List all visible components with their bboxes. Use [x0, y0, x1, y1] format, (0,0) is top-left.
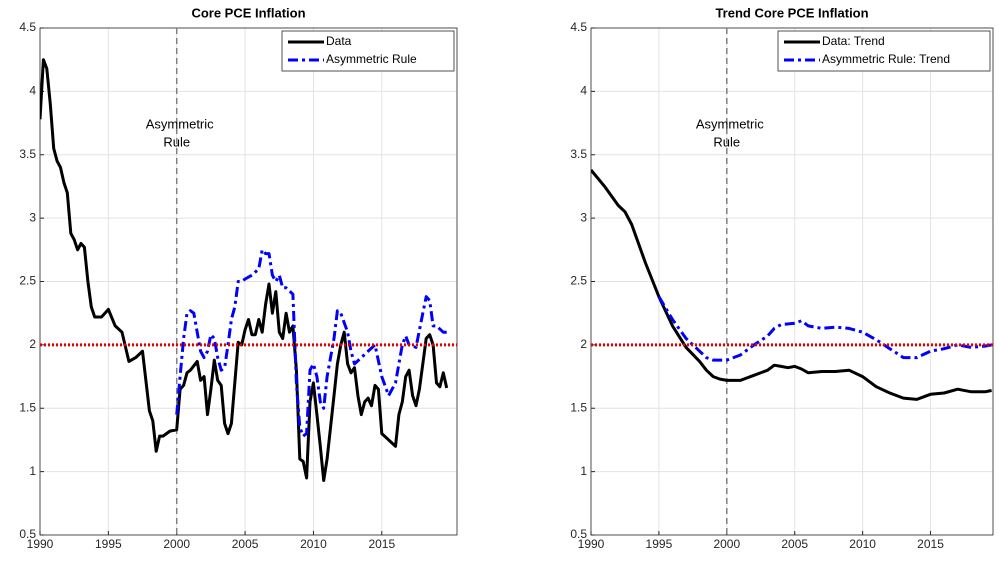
legend-box	[281, 30, 455, 72]
axes-frame	[590, 27, 994, 536]
chart-title: Core PCE Inflation	[191, 5, 305, 20]
legend-box	[777, 30, 991, 72]
x-tick-label: 2015	[368, 537, 395, 551]
annotation: Asymmetric	[146, 116, 214, 131]
series-line	[657, 295, 992, 362]
chart: 0.5 1 1.5 2 2.5 3 3.5 4 4.5 1990 1995 2000 2005 2010 2…	[19, 5, 458, 551]
legend: Data: Trend Asymmetric Rule: Trend	[777, 30, 991, 72]
y-tick-label: 1.5	[19, 400, 36, 414]
y-tick-label: 2.5	[570, 274, 587, 288]
legend: Data Asymmetric Rule	[281, 30, 455, 72]
chart: 0.5 1 1.5 2 2.5 3 3.5 4 4.5 1990 1995 2000 2005 2010 2…	[570, 5, 994, 551]
y-tick-label: 0.5	[19, 527, 36, 541]
legend-label: Asymmetric Rule	[326, 52, 417, 66]
x-tick-label: 2005	[232, 537, 259, 551]
legend-label: Asymmetric Rule: Trend	[822, 52, 950, 66]
x-tick-label: 1990	[27, 537, 54, 551]
annotation: Rule	[713, 134, 740, 149]
y-tick-label: 3.5	[570, 147, 587, 161]
y-tick-label: 2.5	[19, 274, 36, 288]
y-tick-label: 4	[29, 84, 36, 98]
x-tick-label: 2015	[917, 537, 944, 551]
x-tick-label: 2005	[781, 537, 808, 551]
y-tick-label: 3	[29, 210, 36, 224]
y-tick-label: 2	[29, 337, 36, 351]
chart-title: Trend Core PCE Inflation	[715, 5, 868, 20]
x-tick-label: 2000	[713, 537, 740, 551]
x-tick-label: 2010	[849, 537, 876, 551]
y-tick-label: 1	[580, 464, 587, 478]
axes-frame	[39, 27, 458, 536]
annotation: Rule	[163, 134, 190, 149]
x-tick-label: 1990	[578, 537, 605, 551]
legend-label: Data: Trend	[822, 34, 885, 48]
y-tick-label: 1.5	[570, 400, 587, 414]
x-tick-label: 2010	[300, 537, 327, 551]
x-tick-label: 2000	[163, 537, 190, 551]
y-tick-label: 0.5	[570, 527, 587, 541]
lines	[591, 169, 993, 401]
y-tick-label: 3.5	[19, 147, 36, 161]
y-tick-label: 1	[29, 464, 36, 478]
x-tick-label: 1995	[95, 537, 122, 551]
y-tick-label: 2	[580, 337, 587, 351]
y-tick-label: 4.5	[570, 20, 587, 34]
series-line	[175, 248, 447, 438]
y-tick-label: 3	[580, 210, 587, 224]
lines	[40, 58, 457, 482]
annotation: Asymmetric	[696, 116, 764, 131]
y-tick-label: 4	[580, 84, 587, 98]
y-tick-label: 4.5	[19, 20, 36, 34]
series-line	[40, 58, 449, 482]
x-tick-label: 1995	[646, 537, 673, 551]
legend-label: Data	[326, 34, 352, 48]
